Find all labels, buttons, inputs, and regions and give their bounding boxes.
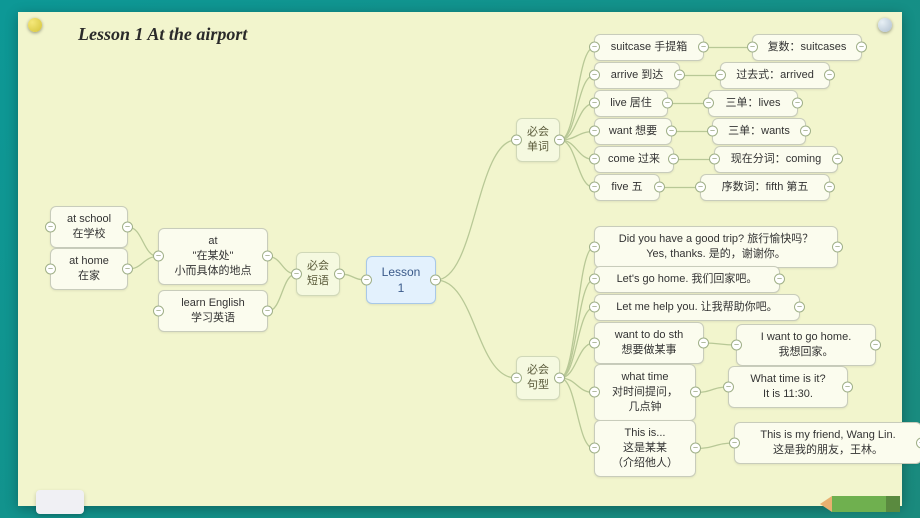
mindmap-node[interactable]: 过去式：arrived−− [720, 62, 830, 89]
collapse-icon[interactable]: − [707, 126, 718, 137]
mindmap-node[interactable]: arrive 到达−− [594, 62, 680, 89]
mindmap-node[interactable]: want to do sth 想要做某事−− [594, 322, 704, 364]
collapse-icon[interactable]: − [715, 70, 726, 81]
collapse-icon[interactable]: − [842, 381, 853, 392]
collapse-icon[interactable]: − [698, 42, 709, 53]
collapse-icon[interactable]: − [589, 302, 600, 313]
mindmap-node[interactable]: 必会 句型−− [516, 356, 560, 400]
mindmap-node[interactable]: 复数：suitcases−− [752, 34, 862, 61]
collapse-icon[interactable]: − [361, 275, 372, 286]
collapse-icon[interactable]: − [511, 134, 522, 145]
collapse-icon[interactable]: − [690, 443, 701, 454]
collapse-icon[interactable]: − [729, 437, 740, 448]
collapse-icon[interactable]: − [262, 251, 273, 262]
mindmap-node[interactable]: What time is it? It is 11:30.−− [728, 366, 848, 408]
collapse-icon[interactable]: − [589, 337, 600, 348]
collapse-icon[interactable]: − [589, 98, 600, 109]
collapse-icon[interactable]: − [430, 275, 441, 286]
collapse-icon[interactable]: − [794, 302, 805, 313]
mindmap-node[interactable]: Did you have a good trip? 旅行愉快吗？ Yes, th… [594, 226, 838, 268]
collapse-icon[interactable]: − [153, 251, 164, 262]
mindmap-node[interactable]: 三单：lives−− [708, 90, 798, 117]
collapse-icon[interactable]: − [589, 70, 600, 81]
collapse-icon[interactable]: − [589, 182, 600, 193]
mindmap-node[interactable]: come 过来−− [594, 146, 674, 173]
collapse-icon[interactable]: − [695, 182, 706, 193]
collapse-icon[interactable]: − [554, 134, 565, 145]
collapse-icon[interactable]: − [668, 154, 679, 165]
mindmap-node[interactable]: learn English 学习英语−− [158, 290, 268, 332]
collapse-icon[interactable]: − [703, 98, 714, 109]
collapse-icon[interactable]: − [589, 154, 600, 165]
collapse-icon[interactable]: − [589, 443, 600, 454]
collapse-icon[interactable]: − [870, 339, 881, 350]
collapse-icon[interactable]: − [723, 381, 734, 392]
collapse-icon[interactable]: − [731, 339, 742, 350]
mindmap-node[interactable]: 现在分词：coming−− [714, 146, 838, 173]
collapse-icon[interactable]: − [589, 42, 600, 53]
collapse-icon[interactable]: − [291, 268, 302, 279]
collapse-icon[interactable]: − [654, 182, 665, 193]
collapse-icon[interactable]: − [690, 387, 701, 398]
collapse-icon[interactable]: − [262, 305, 273, 316]
mindmap-node[interactable]: Lesson 1−− [366, 256, 436, 304]
collapse-icon[interactable]: − [800, 126, 811, 137]
collapse-icon[interactable]: − [589, 126, 600, 137]
mindmap-node[interactable]: Let's go home. 我们回家吧。−− [594, 266, 780, 293]
collapse-icon[interactable]: − [792, 98, 803, 109]
collapse-icon[interactable]: − [832, 241, 843, 252]
mindmap-node[interactable]: live 居住−− [594, 90, 668, 117]
mindmap-node[interactable]: at home 在家−− [50, 248, 128, 290]
collapse-icon[interactable]: − [662, 98, 673, 109]
mindmap-node[interactable]: I want to go home. 我想回家。−− [736, 324, 876, 366]
collapse-icon[interactable]: − [589, 387, 600, 398]
mindmap-node[interactable]: want 想要−− [594, 118, 672, 145]
mindmap-node[interactable]: Let me help you. 让我帮助你吧。−− [594, 294, 800, 321]
collapse-icon[interactable]: − [589, 241, 600, 252]
mindmap-node[interactable]: This is my friend, Wang Lin. 这是我的朋友，王林。−… [734, 422, 920, 464]
collapse-icon[interactable]: − [589, 274, 600, 285]
collapse-icon[interactable]: − [511, 372, 522, 383]
collapse-icon[interactable]: − [916, 437, 920, 448]
collapse-icon[interactable]: − [554, 372, 565, 383]
mindmap-node[interactable]: 三单：wants−− [712, 118, 806, 145]
collapse-icon[interactable]: − [674, 70, 685, 81]
collapse-icon[interactable]: − [832, 154, 843, 165]
collapse-icon[interactable]: − [45, 221, 56, 232]
collapse-icon[interactable]: − [153, 305, 164, 316]
collapse-icon[interactable]: − [856, 42, 867, 53]
collapse-icon[interactable]: − [334, 268, 345, 279]
collapse-icon[interactable]: − [45, 263, 56, 274]
collapse-icon[interactable]: − [666, 126, 677, 137]
collapse-icon[interactable]: − [709, 154, 720, 165]
mindmap-node[interactable]: 必会 单词−− [516, 118, 560, 162]
collapse-icon[interactable]: − [122, 263, 133, 274]
collapse-icon[interactable]: − [824, 182, 835, 193]
mindmap-node[interactable]: what time 对时间提问， 几点钟−− [594, 364, 696, 421]
mindmap-node[interactable]: at "在某处" 小而具体的地点−− [158, 228, 268, 285]
mindmap-nodes: Lesson 1−− 必会 短语−− 必会 单词−− 必会 句型−− at "在某处" … [18, 12, 902, 506]
collapse-icon[interactable]: − [774, 274, 785, 285]
collapse-icon[interactable]: − [698, 337, 709, 348]
mindmap-node[interactable]: 序数词：fifth 第五−− [700, 174, 830, 201]
mindmap-node[interactable]: at school 在学校−− [50, 206, 128, 248]
mindmap-node[interactable]: 必会 短语−− [296, 252, 340, 296]
collapse-icon[interactable]: − [122, 221, 133, 232]
collapse-icon[interactable]: − [747, 42, 758, 53]
mindmap-node[interactable]: suitcase 手提箱−− [594, 34, 704, 61]
mindmap-node[interactable]: This is... 这是某某 （介绍他人）−− [594, 420, 696, 477]
mindmap-node[interactable]: five 五−− [594, 174, 660, 201]
collapse-icon[interactable]: − [824, 70, 835, 81]
